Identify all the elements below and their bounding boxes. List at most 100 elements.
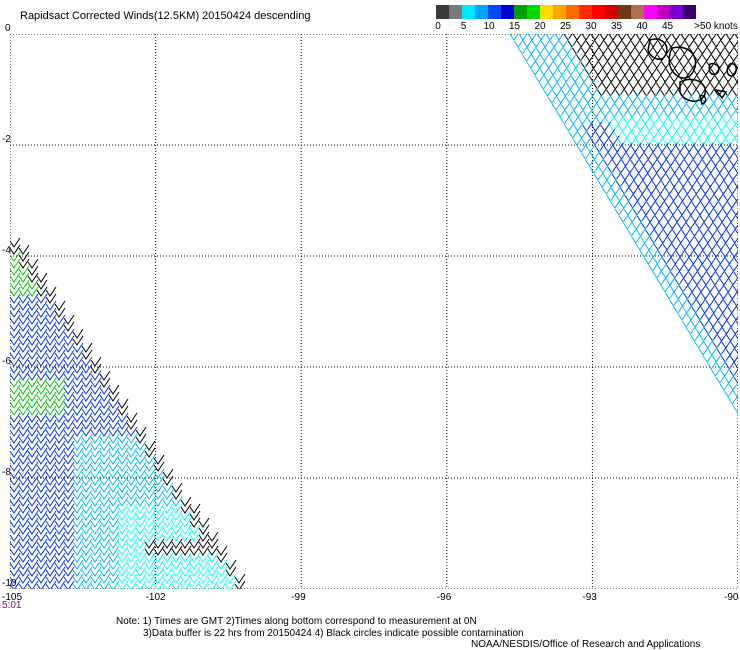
- wind-barb: [718, 184, 730, 195]
- wind-barb: [702, 51, 714, 62]
- wind-barb: [688, 163, 700, 174]
- wind-barb: [676, 128, 688, 139]
- legend-label: 10: [483, 21, 495, 32]
- wind-barb: [126, 531, 138, 542]
- wind-barb: [720, 156, 732, 167]
- wind-barb: [540, 37, 552, 48]
- wind-barb: [153, 510, 165, 521]
- wind-barb: [135, 475, 147, 486]
- wind-barb: [90, 391, 102, 402]
- wind-barb: [189, 503, 201, 514]
- wind-barb: [722, 100, 734, 111]
- wind-barb: [724, 58, 736, 69]
- wind-barb: [36, 517, 48, 528]
- wind-barb: [18, 293, 30, 304]
- wind-barb: [636, 121, 648, 132]
- wind-barb: [45, 510, 57, 521]
- wind-barb: [108, 384, 120, 395]
- wind-barb: [45, 335, 57, 346]
- wind-barb: [27, 447, 39, 458]
- wind-barb: [10, 300, 21, 311]
- wind-barb: [180, 552, 192, 563]
- wind-barb: [36, 349, 48, 360]
- wind-barb: [678, 282, 690, 293]
- wind-barb: [180, 573, 192, 584]
- wind-barb: [652, 254, 664, 265]
- wind-barb: [10, 384, 21, 395]
- wind-barb: [633, 191, 645, 202]
- wind-barb: [135, 433, 147, 444]
- wind-barb: [683, 170, 695, 181]
- wind-barb: [117, 510, 129, 521]
- wind-barb: [90, 398, 102, 409]
- wind-barb: [626, 135, 638, 146]
- wind-barb: [90, 356, 102, 367]
- legend-label: 5: [460, 21, 467, 32]
- wind-barb: [652, 149, 664, 160]
- wind-barb: [573, 121, 585, 132]
- wind-barb: [27, 510, 39, 521]
- wind-barb: [649, 219, 661, 230]
- wind-barb: [625, 44, 637, 55]
- wind-barb: [601, 184, 613, 195]
- wind-barb: [716, 345, 728, 356]
- wind-barb: [45, 468, 57, 479]
- wind-barb: [673, 184, 685, 195]
- wind-barb: [135, 517, 147, 528]
- wind-barb: [36, 573, 48, 584]
- wind-barb: [564, 121, 576, 132]
- wind-barb: [704, 205, 716, 216]
- wind-barb: [684, 142, 696, 153]
- galapagos-coastline: [647, 38, 737, 105]
- wind-barb: [622, 114, 634, 125]
- wind-barb: [572, 135, 584, 146]
- wind-barb: [198, 545, 210, 556]
- wind-barb: [126, 573, 138, 584]
- wind-barb: [679, 44, 691, 55]
- wind-barb: [727, 79, 738, 90]
- wind-barb: [544, 44, 556, 55]
- wind-barb: [63, 552, 75, 563]
- wind-barb: [153, 503, 165, 514]
- wind-barb: [574, 79, 586, 90]
- wind-barb: [27, 272, 39, 283]
- wind-barb: [198, 531, 210, 542]
- wind-barb: [673, 303, 685, 314]
- wind-barb: [63, 461, 75, 472]
- wind-barb: [18, 286, 30, 297]
- wind-barb: [658, 219, 670, 230]
- wind-barb: [54, 482, 66, 493]
- wind-barb: [198, 580, 210, 589]
- wind-barb: [72, 573, 84, 584]
- wind-barb: [135, 461, 147, 472]
- wind-barb: [654, 107, 666, 118]
- wind-barb: [732, 285, 738, 293]
- wind-barb: [694, 338, 706, 349]
- wind-barb: [648, 261, 660, 272]
- wind-barb: [18, 419, 30, 430]
- wind-barb: [708, 212, 720, 223]
- wind-barb: [693, 156, 705, 167]
- wind-barb: [144, 566, 156, 577]
- wind-barb: [651, 177, 663, 188]
- wind-barb: [198, 559, 210, 570]
- wind-barb: [27, 314, 39, 325]
- wind-barb: [18, 279, 30, 290]
- wind-barb: [63, 363, 75, 374]
- wind-barb: [54, 412, 66, 423]
- wind-barb: [645, 212, 657, 223]
- wind-barb: [18, 503, 30, 514]
- legend-swatch: [553, 5, 566, 19]
- wind-barb: [108, 482, 120, 493]
- wind-barb: [72, 580, 84, 589]
- wind-barb: [650, 100, 662, 111]
- wind-barb: [704, 310, 716, 321]
- wind-barb: [18, 552, 30, 563]
- wind-barb: [647, 65, 659, 76]
- legend-label: 15: [508, 21, 521, 32]
- wind-barb: [720, 366, 732, 377]
- wind-barb: [36, 580, 48, 589]
- wind-barb: [691, 79, 703, 90]
- wind-barb: [723, 177, 735, 188]
- wind-barb: [54, 538, 66, 549]
